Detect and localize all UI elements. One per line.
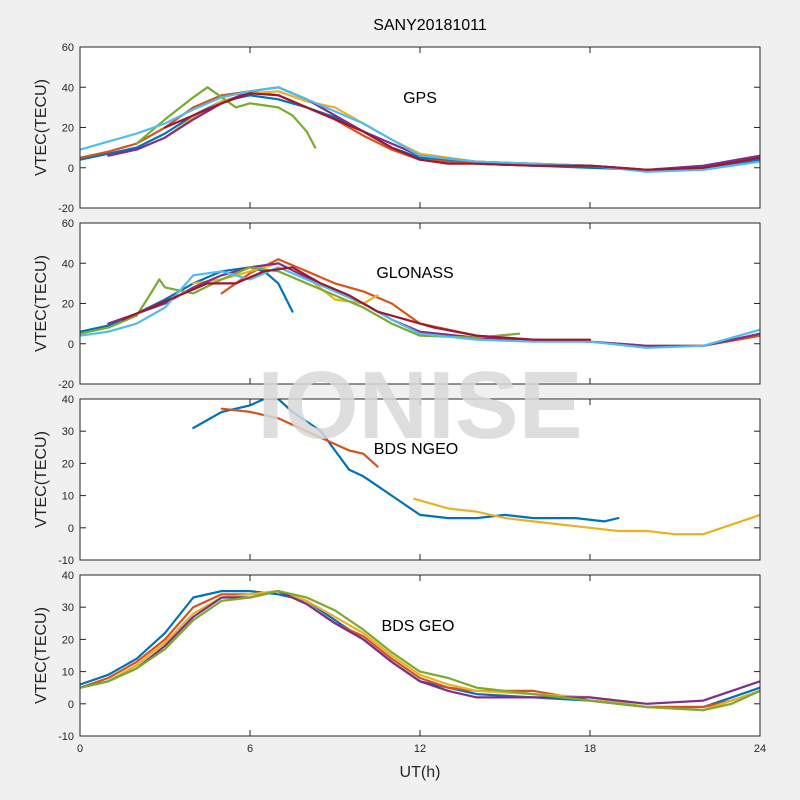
y-tick-label: 40 xyxy=(62,82,74,94)
panel-bds-ngeo: -10 0 10 20 30 40 VTEC(TECU) BDS NGEO xyxy=(33,394,761,567)
series-line xyxy=(80,94,760,171)
series-line xyxy=(413,497,760,536)
x-tick-label: 24 xyxy=(754,743,766,755)
y-tick-label: -10 xyxy=(58,555,74,567)
y-tick-label: 20 xyxy=(62,123,74,135)
series-line xyxy=(192,399,620,523)
y-axis-title: VTEC(TECU) xyxy=(33,79,50,176)
plot-area xyxy=(80,223,760,384)
series-line xyxy=(80,266,760,349)
y-tick-label: 10 xyxy=(62,667,74,679)
y-tick-label: 0 xyxy=(68,523,74,535)
series-line xyxy=(220,407,379,468)
y-tick-label: 0 xyxy=(68,163,74,175)
series-line xyxy=(80,590,760,712)
plot-area xyxy=(80,399,760,560)
series-line xyxy=(135,86,317,149)
y-axis-title: VTEC(TECU) xyxy=(33,255,50,352)
x-tick-label: 0 xyxy=(77,743,83,755)
series-line xyxy=(121,266,592,341)
watermark: IONISE xyxy=(257,352,582,459)
series-line xyxy=(163,92,760,171)
y-tick-label: 0 xyxy=(68,339,74,351)
y-tick-label: 20 xyxy=(62,634,74,646)
y-axis-title: VTEC(TECU) xyxy=(33,607,50,704)
panel-glonass: -20 0 20 40 60 VTEC(TECU) GLONASS xyxy=(33,218,761,391)
panel-gps: -20 0 20 40 60 VTEC(TECU) GPS xyxy=(33,42,761,215)
y-tick-label: -20 xyxy=(58,203,74,215)
y-tick-label: 10 xyxy=(62,491,74,503)
y-tick-label: 40 xyxy=(62,258,74,270)
panel-label: BDS GEO xyxy=(382,618,455,635)
plot-area xyxy=(80,575,760,736)
x-tick-label: 6 xyxy=(247,743,253,755)
y-tick-label: -10 xyxy=(58,731,74,743)
panel-label: GLONASS xyxy=(376,265,453,282)
series-line xyxy=(80,266,521,339)
chart-title: SANY20181011 xyxy=(373,17,487,34)
series-line xyxy=(80,590,760,705)
panel-label: BDS NGEO xyxy=(374,441,458,458)
y-tick-label: 40 xyxy=(62,570,74,582)
y-tick-label: -20 xyxy=(58,379,74,391)
y-tick-label: 0 xyxy=(68,699,74,711)
x-axis-title: UT(h) xyxy=(400,764,441,781)
y-tick-label: 40 xyxy=(62,394,74,406)
panel-label: GPS xyxy=(403,90,437,107)
x-tick-label: 12 xyxy=(414,743,426,755)
y-tick-label: 20 xyxy=(62,458,74,470)
y-tick-label: 30 xyxy=(62,426,74,438)
x-tick-label: 18 xyxy=(584,743,596,755)
y-tick-label: 60 xyxy=(62,218,74,230)
y-axis-title: VTEC(TECU) xyxy=(33,431,50,528)
plot-area xyxy=(80,47,760,208)
y-tick-label: 20 xyxy=(62,299,74,311)
y-tick-label: 30 xyxy=(62,602,74,614)
y-tick-label: 60 xyxy=(62,42,74,54)
